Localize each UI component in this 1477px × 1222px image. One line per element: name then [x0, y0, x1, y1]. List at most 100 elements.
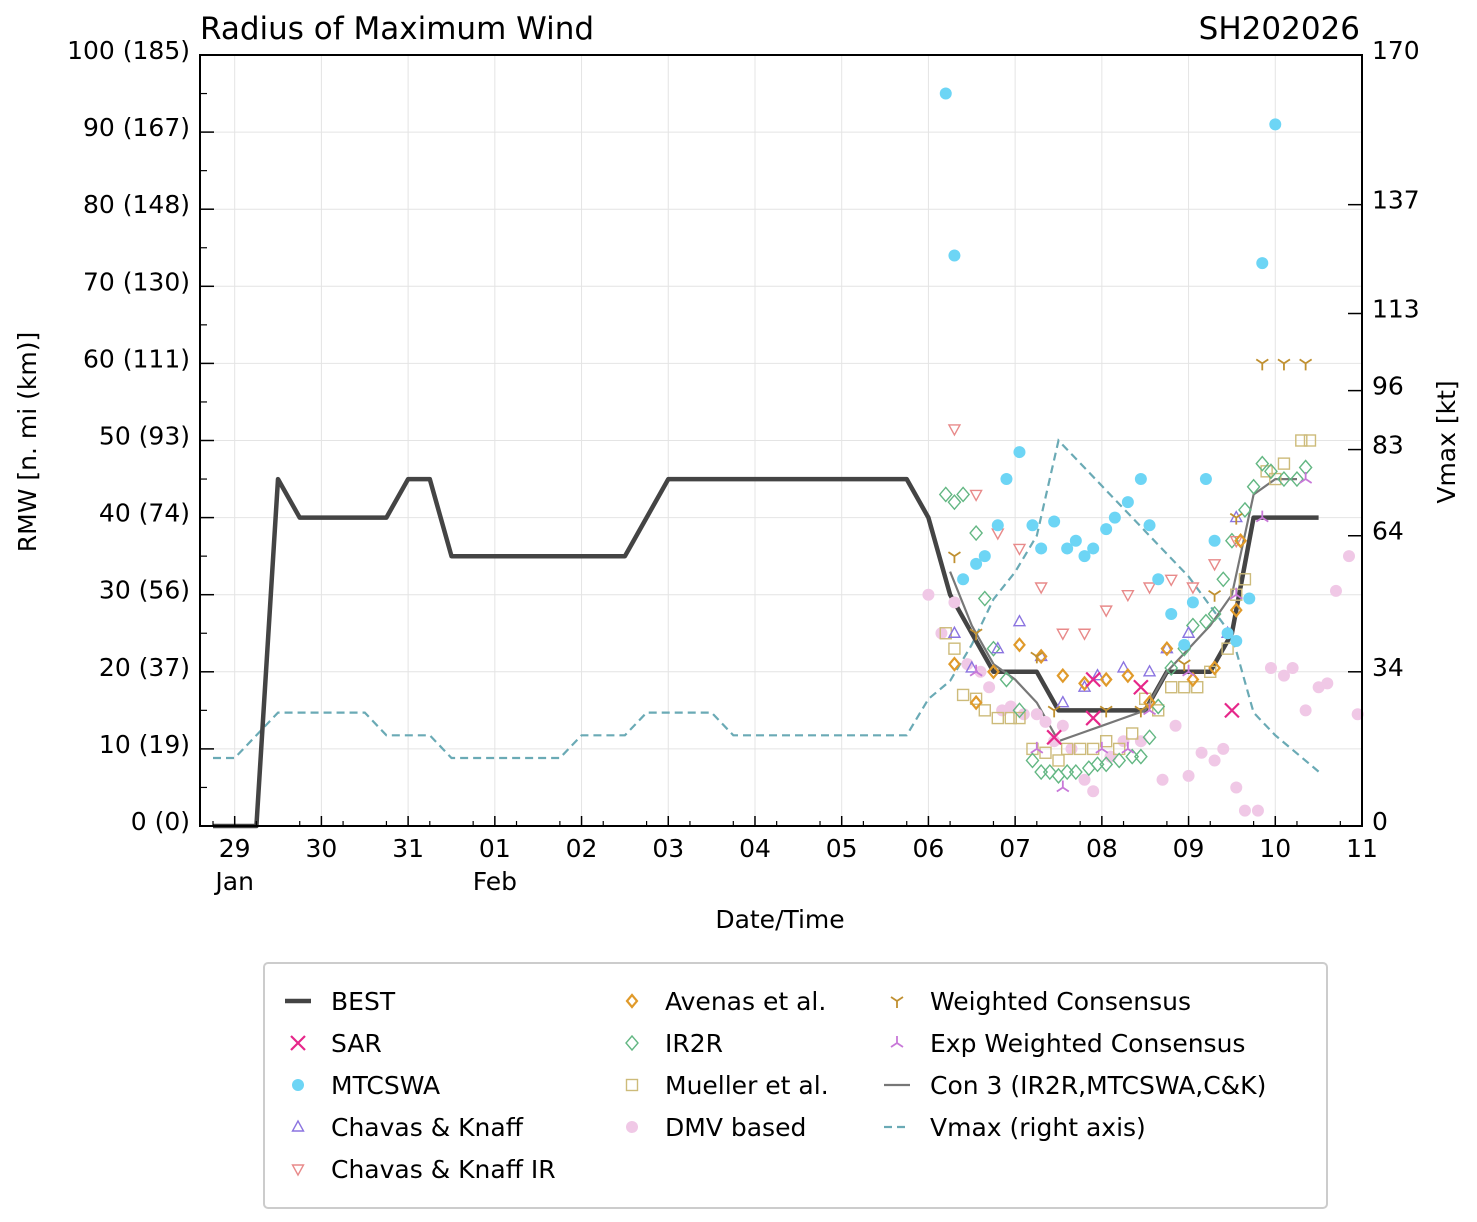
ewc-point: [1095, 741, 1109, 754]
y2-tick-label: 64: [1372, 517, 1404, 546]
legend-box: [263, 962, 1328, 1209]
ir2r-point: [956, 486, 971, 503]
legend-label: BEST: [331, 987, 396, 1016]
dmv-point: [1195, 746, 1208, 759]
mtcswa-dot: [1243, 592, 1256, 605]
mueller-square: [978, 704, 991, 717]
dmv-dot: [1048, 735, 1061, 748]
ir2r-point: [1264, 463, 1278, 480]
sar-x-mark: [1046, 729, 1062, 746]
wc-point: [1277, 358, 1291, 371]
ck-point: [1090, 668, 1105, 681]
ewc-tri-mark: [890, 1036, 904, 1048]
ir2r-diamond: [1246, 478, 1261, 495]
legend-marker-wc: [890, 996, 904, 1008]
ir2r-diamond: [999, 671, 1014, 688]
dmv-dot: [1017, 708, 1030, 721]
dmv-point: [1030, 708, 1043, 721]
mtcswa-point: [970, 557, 983, 570]
sar-x-mark: [1133, 679, 1149, 695]
dmv-point: [1169, 719, 1182, 732]
y-tick-label: 70 (130): [83, 267, 190, 296]
mtcswa-point: [1143, 519, 1156, 532]
ckir-triangle: [969, 489, 983, 502]
x-tick-label: 31: [392, 834, 424, 863]
mtcswa-point: [1178, 638, 1191, 651]
y2-tick-label: 83: [1372, 431, 1404, 460]
ckir-triangle: [1229, 536, 1243, 549]
ir2r-point: [1238, 501, 1252, 518]
wc-tri-mark: [1177, 659, 1191, 672]
x-tick-label: 07: [999, 834, 1031, 863]
dmv-point: [1182, 769, 1195, 782]
sar-x-mark: [1085, 710, 1101, 726]
legend-marker-sar: [290, 1035, 306, 1051]
dmv-dot: [1264, 661, 1277, 674]
avenas-diamond: [987, 664, 1000, 680]
dmv-point: [974, 665, 987, 678]
vmax-series: [213, 438, 1320, 773]
ir2r-point: [1277, 470, 1291, 488]
sar-point: [1046, 729, 1062, 746]
ir2r-diamond: [1012, 702, 1027, 719]
mtcswa-point: [1165, 607, 1178, 620]
ckir-triangle: [1012, 543, 1027, 556]
legend-marker-ck: [291, 1119, 305, 1132]
ckir-point: [1099, 605, 1113, 618]
mtcswa-point: [1078, 550, 1091, 563]
dmv-dot: [1238, 804, 1251, 817]
legend-label: Mueller et al.: [665, 1071, 829, 1100]
ir2r-diamond: [986, 640, 1001, 657]
mtcswa-dot: [1178, 638, 1191, 651]
ckir-triangle: [1207, 559, 1222, 572]
avenas-point: [1121, 667, 1135, 684]
dmv-dot: [1342, 550, 1355, 563]
mtcswa-dot: [1000, 473, 1013, 486]
ewc-point: [1143, 703, 1157, 716]
mtcswa-point: [1152, 573, 1165, 586]
avenas-point: [1234, 533, 1248, 549]
legend-marker-mtcswa: [292, 1079, 304, 1091]
x-tick-label: 01: [479, 834, 511, 863]
legend-entry-wc: Weighted Consensus: [890, 987, 1191, 1016]
y-tick-label: 90 (167): [83, 113, 190, 142]
ir2r-point: [969, 524, 984, 542]
dmv-point: [1134, 735, 1147, 748]
dmv-dot: [1087, 785, 1100, 798]
ir2r-diamond: [1034, 763, 1049, 781]
legend-label: DMV based: [665, 1113, 806, 1142]
ckir-triangle: [1164, 574, 1178, 587]
chart-title: Radius of Maximum Wind: [200, 11, 594, 47]
dmv-dot: [1182, 769, 1195, 782]
legend-label: Weighted Consensus: [930, 987, 1191, 1016]
legend-marker-mueller: [625, 1078, 639, 1092]
mtcswa-dot: [1143, 519, 1156, 532]
ir2r-point: [1164, 659, 1179, 677]
mueller-point: [1277, 457, 1291, 470]
ir2r-diamond: [1068, 763, 1083, 781]
legend-label: Avenas et al.: [665, 987, 826, 1016]
avenas-point: [1160, 640, 1174, 657]
dmv-point: [1342, 550, 1355, 563]
mueller-square: [956, 688, 970, 702]
mtcswa-point: [1230, 634, 1243, 647]
x-tick-label: 02: [566, 834, 598, 863]
mtcswa-point: [1221, 627, 1234, 640]
dmv-point: [1329, 584, 1342, 597]
mtcswa-point: [1199, 473, 1212, 486]
y2-tick-label: 34: [1372, 653, 1404, 682]
dmv-point: [1277, 669, 1290, 682]
ir2r-diamond: [1099, 756, 1114, 773]
dmv-point: [1017, 708, 1030, 721]
sar-x-mark: [1085, 671, 1101, 688]
ck-triangle: [291, 1119, 305, 1132]
mueller-square: [1052, 754, 1065, 767]
dmv-point: [922, 588, 935, 601]
ir2r-diamond: [1112, 752, 1127, 769]
ck-point: [1056, 695, 1070, 708]
dmv-dot: [626, 1121, 638, 1133]
mueller-point: [1013, 711, 1026, 725]
ck-point: [947, 625, 962, 638]
ir2r-point: [1099, 756, 1114, 773]
mueller-point: [1221, 642, 1234, 655]
